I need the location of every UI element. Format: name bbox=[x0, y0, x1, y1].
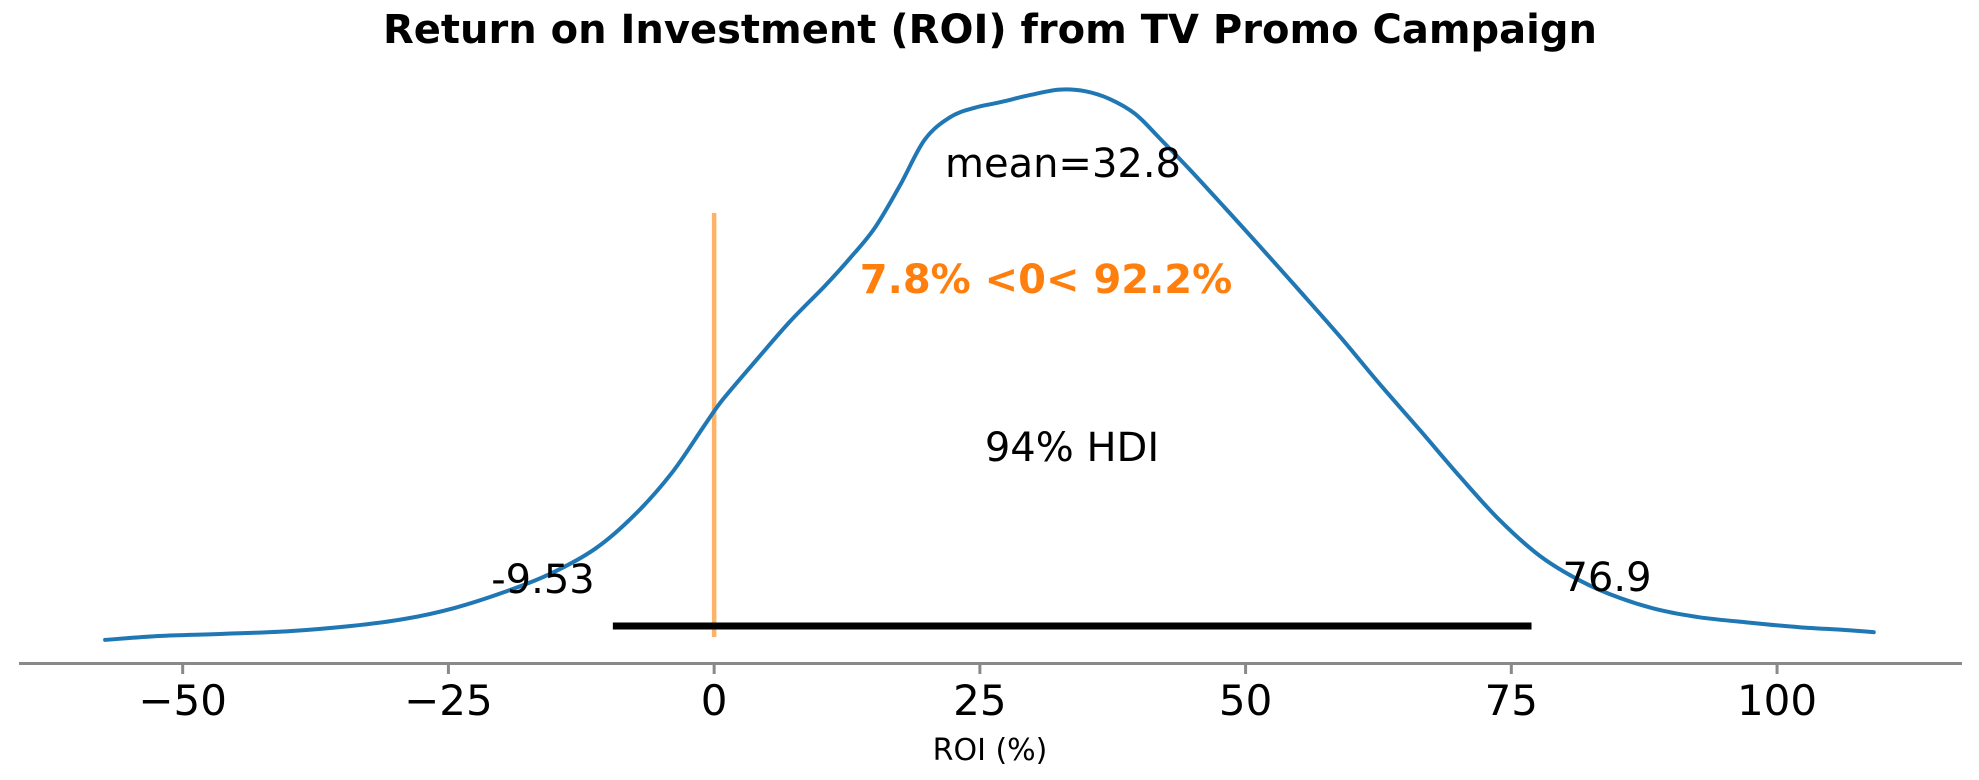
hdi-upper-label: 76.9 bbox=[1562, 555, 1652, 601]
chart-title: Return on Investment (ROI) from TV Promo… bbox=[382, 7, 1598, 53]
x-axis-title: ROI (%) bbox=[932, 733, 1048, 768]
hdi-annotation: 94% HDI bbox=[984, 425, 1160, 471]
x-tick-label: 75 bbox=[1484, 676, 1539, 725]
kde-curve bbox=[103, 87, 1876, 642]
hdi-lower-label: -9.53 bbox=[491, 557, 595, 603]
x-tick-label: 100 bbox=[1736, 676, 1818, 725]
x-axis bbox=[19, 662, 1962, 674]
x-tick-label: 25 bbox=[953, 676, 1007, 725]
x-tick-label: −25 bbox=[404, 676, 493, 725]
x-tick-label: 0 bbox=[700, 676, 728, 725]
ref-value-annotation: 7.8% <0< 92.2% bbox=[859, 257, 1233, 303]
mean-annotation: mean=32.8 bbox=[944, 141, 1182, 187]
series-layer bbox=[103, 87, 1876, 642]
x-tick-label: −50 bbox=[138, 676, 228, 725]
x-tick-label: 50 bbox=[1218, 676, 1273, 725]
